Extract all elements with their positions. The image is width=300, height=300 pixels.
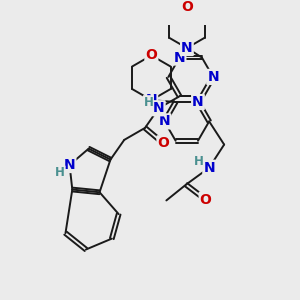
Text: H: H	[143, 96, 153, 109]
Text: H: H	[194, 155, 204, 168]
Text: N: N	[174, 50, 185, 64]
Text: H: H	[55, 166, 65, 179]
Text: N: N	[203, 161, 215, 175]
Text: O: O	[200, 193, 212, 207]
Text: O: O	[181, 0, 193, 14]
Text: N: N	[207, 70, 219, 84]
Text: N: N	[146, 93, 157, 107]
Text: N: N	[192, 95, 204, 109]
Text: O: O	[158, 136, 169, 150]
Text: N: N	[153, 101, 165, 115]
Text: N: N	[159, 114, 170, 128]
Text: N: N	[181, 41, 193, 55]
Text: N: N	[64, 158, 75, 172]
Text: O: O	[146, 48, 157, 62]
